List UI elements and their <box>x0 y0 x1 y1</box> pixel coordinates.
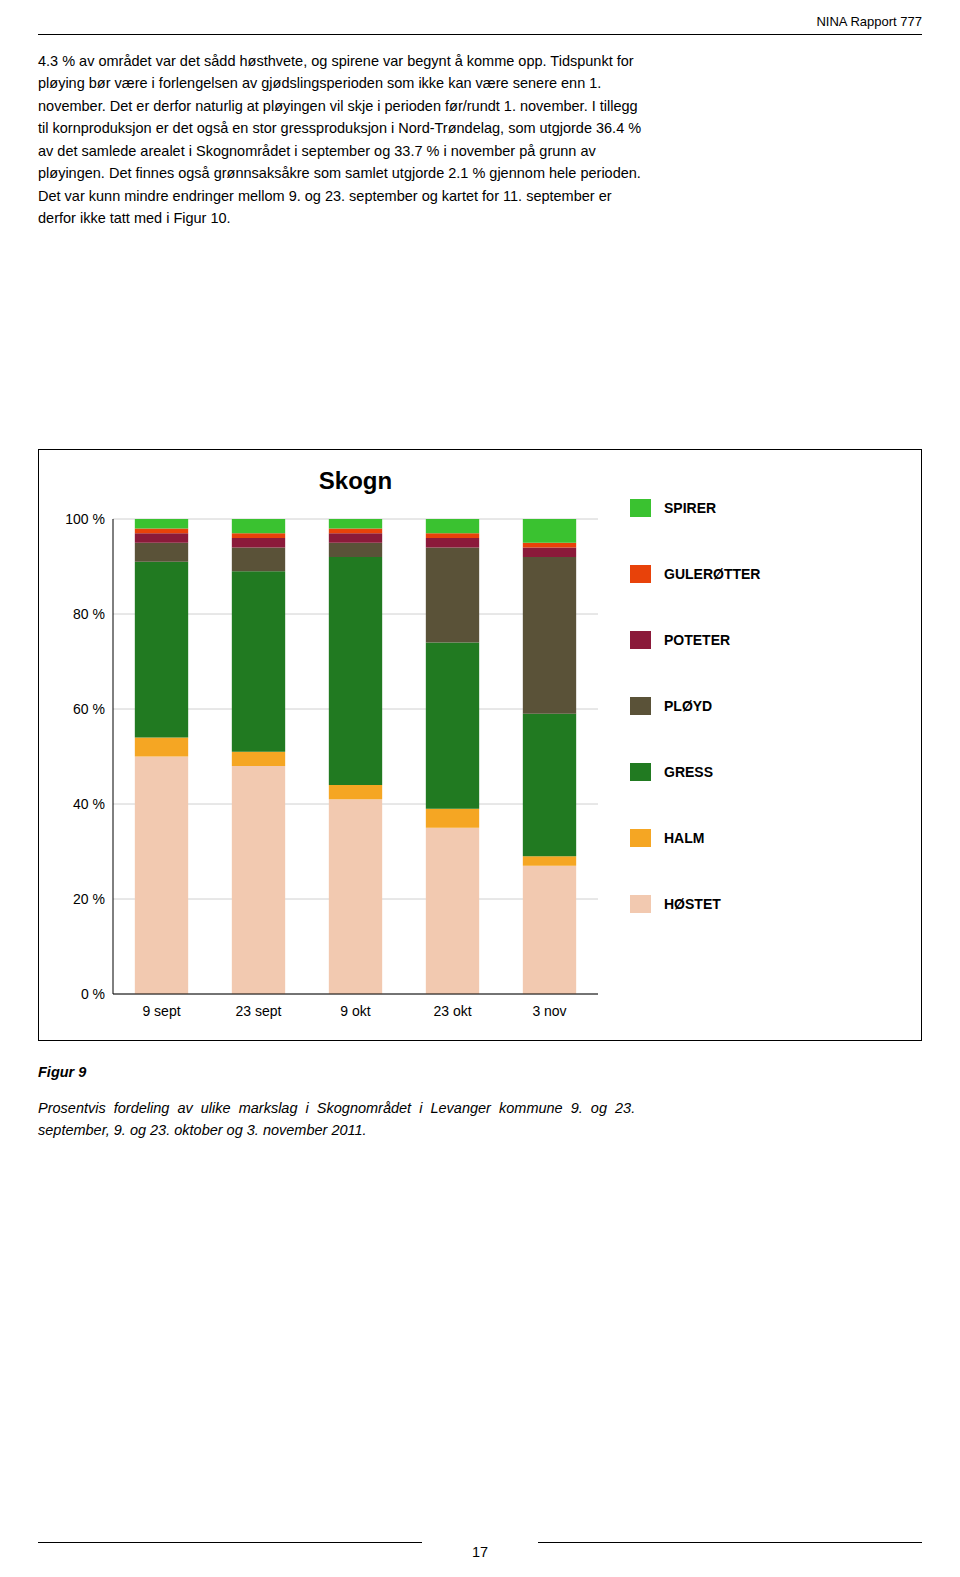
legend-swatch <box>630 895 651 913</box>
bar-segment <box>135 519 188 529</box>
legend-label: HØSTET <box>664 896 721 912</box>
series <box>135 529 576 548</box>
x-axis: 9 sept 23 sept 9 okt 23 okt 3 nov <box>142 1003 566 1019</box>
bar-segment <box>426 809 479 828</box>
caption-text: Prosentvis fordeling av ulike markslag i… <box>38 1098 922 1142</box>
legend: SPIRER GULERØTTER POTETER PLØYD GRESS HALM HØS… <box>630 499 760 913</box>
legend-label: GRESS <box>664 764 713 780</box>
bar-segment <box>426 538 479 548</box>
y-tick-label: 80 % <box>73 606 105 622</box>
legend-swatch <box>630 763 651 781</box>
y-tick-label: 100 % <box>65 511 105 527</box>
figure-label: Figur 9 <box>38 1064 86 1080</box>
series <box>135 757 576 995</box>
bar-segment <box>329 785 382 799</box>
legend-label: POTETER <box>664 632 730 648</box>
bar-segment <box>232 548 285 572</box>
bar-segment <box>523 548 576 558</box>
x-tick-label: 23 okt <box>433 1003 471 1019</box>
legend-swatch <box>630 565 651 583</box>
bar-segment <box>329 519 382 529</box>
bar-segment <box>523 543 576 548</box>
y-axis-line <box>113 519 114 994</box>
header-label: NINA Rapport 777 <box>816 14 922 29</box>
y-tick-label: 60 % <box>73 701 105 717</box>
legend-label: PLØYD <box>664 698 712 714</box>
bar-segment <box>523 856 576 866</box>
page-number: 17 <box>430 1544 530 1560</box>
legend-swatch <box>630 697 651 715</box>
page: NINA Rapport 777 4.3 % av området var det… <box>0 0 960 1577</box>
bar-segment <box>329 557 382 785</box>
x-axis-line <box>113 994 598 995</box>
bar-segment <box>135 543 188 562</box>
bar-segment <box>426 828 479 994</box>
legend-swatch <box>630 631 651 649</box>
grid-line <box>113 994 598 995</box>
bar-segment <box>426 548 479 643</box>
legend-swatch <box>630 829 651 847</box>
bars <box>135 519 576 994</box>
bar-segment <box>232 519 285 533</box>
x-tick-label: 9 sept <box>142 1003 180 1019</box>
bar-segment <box>329 533 382 543</box>
bar-segment <box>232 752 285 766</box>
top-rule <box>38 34 922 35</box>
y-tick-label: 0 % <box>81 986 105 1002</box>
bar-segment <box>135 738 188 757</box>
bar-segment <box>232 533 285 538</box>
chart: Skogn 0 % 20 % 40 % 60 % 80 % 100 % 9 sept 23 se… <box>38 449 922 1041</box>
bar-segment <box>523 866 576 994</box>
bar-segment <box>426 519 479 533</box>
bar-segment <box>523 557 576 714</box>
bar-segment <box>135 562 188 738</box>
series <box>135 557 576 856</box>
bar-segment <box>426 533 479 538</box>
header-text: 4.3 % av området var det sådd høsthvete,… <box>38 50 922 230</box>
x-tick-label: 3 nov <box>532 1003 566 1019</box>
series <box>135 533 576 557</box>
bar-segment <box>232 766 285 994</box>
y-tick-label: 20 % <box>73 891 105 907</box>
bar-segment <box>329 799 382 994</box>
bottom-rule <box>38 1542 422 1543</box>
bar-segment <box>523 519 576 543</box>
bar-segment <box>523 714 576 857</box>
series <box>135 543 576 714</box>
bar-segment <box>135 529 188 534</box>
legend-label: SPIRER <box>664 500 716 516</box>
chart-border <box>39 450 922 1041</box>
bar-segment <box>232 571 285 752</box>
chart-title: Skogn <box>319 467 392 494</box>
bottom-rule <box>538 1542 922 1543</box>
legend-label: HALM <box>664 830 704 846</box>
y-tick-label: 40 % <box>73 796 105 812</box>
bar-segment <box>135 533 188 543</box>
bar-segment <box>329 529 382 534</box>
grid <box>113 519 598 994</box>
bar-segment <box>426 643 479 809</box>
x-tick-label: 23 sept <box>236 1003 282 1019</box>
legend-label: GULERØTTER <box>664 566 760 582</box>
legend-swatch <box>630 499 651 517</box>
bar-segment <box>329 543 382 557</box>
bar-segment <box>135 757 188 995</box>
bar-segment <box>232 538 285 548</box>
series <box>135 519 576 543</box>
x-tick-label: 9 okt <box>340 1003 370 1019</box>
y-axis: 0 % 20 % 40 % 60 % 80 % 100 % <box>65 511 105 1002</box>
